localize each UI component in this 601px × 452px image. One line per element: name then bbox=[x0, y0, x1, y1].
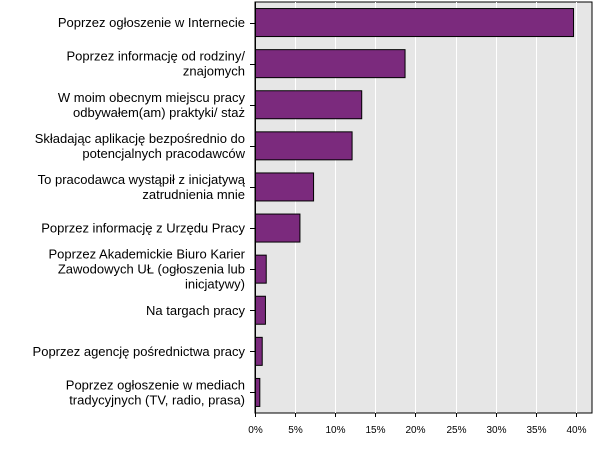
bar bbox=[254, 49, 406, 79]
bar bbox=[254, 213, 301, 243]
category-label: Na targach pracy bbox=[146, 303, 245, 318]
category-label: W moim obecnym miejscu pracy bbox=[58, 90, 246, 105]
x-tick-label: 0% bbox=[248, 425, 263, 436]
category-label: Poprzez Akademickie Biuro Karier bbox=[48, 247, 245, 262]
x-tick-label: 10% bbox=[325, 425, 345, 436]
category-labels: Poprzez ogłoszenie w Internecie Poprzez i… bbox=[33, 15, 246, 407]
bar bbox=[254, 8, 575, 38]
bar bbox=[254, 90, 363, 120]
x-tick-label: 5% bbox=[288, 425, 303, 436]
category-label: Poprzez agencję pośrednictwa pracy bbox=[33, 344, 246, 359]
category-label: Składając aplikację bezpośrednio do bbox=[35, 131, 245, 146]
bar bbox=[254, 254, 267, 284]
category-label: Poprzez informację od rodziny/ bbox=[67, 49, 246, 64]
category-label: potencjalnych pracodawców bbox=[82, 146, 245, 161]
category-label: Poprzez informację z Urzędu Pracy bbox=[41, 221, 245, 236]
x-tick-label: 35% bbox=[526, 425, 546, 436]
x-tick-label: 15% bbox=[365, 425, 385, 436]
x-ticks: 0% 5% 10% 15% 20% 25% 30% 35% 40% bbox=[248, 413, 587, 436]
bar bbox=[254, 336, 263, 366]
bar bbox=[254, 172, 315, 202]
x-tick-label: 30% bbox=[486, 425, 506, 436]
category-label: tradycyjnych (TV, radio, prasa) bbox=[69, 392, 245, 407]
category-label: To pracodawca wystąpił z inicjatywą bbox=[38, 172, 246, 187]
category-label: odbywałem(am) praktyki/ staż bbox=[73, 105, 245, 120]
category-label: Zawodowych UŁ (ogłoszenia lub bbox=[58, 262, 245, 277]
x-tick-label: 25% bbox=[446, 425, 466, 436]
category-label: inicjatywy) bbox=[185, 277, 245, 292]
x-tick-label: 20% bbox=[405, 425, 425, 436]
bar bbox=[254, 131, 353, 161]
bars bbox=[254, 8, 575, 407]
y-ticks bbox=[250, 23, 255, 393]
x-tick-label: 40% bbox=[566, 425, 586, 436]
bar bbox=[254, 295, 266, 325]
category-label: znajomych bbox=[183, 64, 245, 79]
category-label: Poprzez ogłoszenie w mediach bbox=[66, 377, 245, 392]
category-label: Poprzez ogłoszenie w Internecie bbox=[58, 15, 245, 30]
category-label: zatrudnienia mnie bbox=[142, 187, 245, 202]
